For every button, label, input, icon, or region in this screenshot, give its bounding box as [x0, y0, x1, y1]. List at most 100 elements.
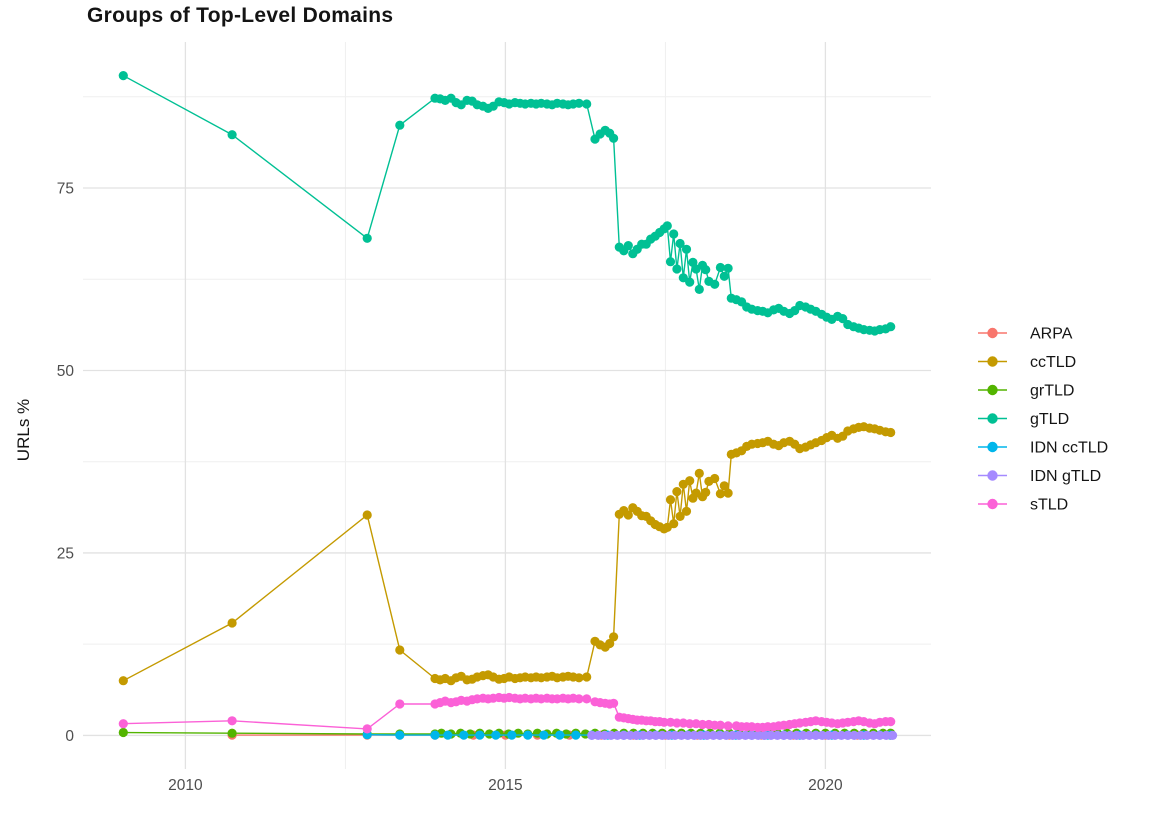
- data-point: [849, 730, 859, 741]
- data-point: [118, 71, 128, 81]
- series-IDN-gTLD: [587, 730, 898, 741]
- series-line: [122, 425, 891, 682]
- data-point: [702, 730, 712, 741]
- legend-item-IDN-ccTLD: IDN ccTLD: [978, 440, 1108, 457]
- data-point: [888, 730, 898, 741]
- data-point: [881, 730, 891, 741]
- data-point: [772, 730, 783, 741]
- data-point: [760, 730, 770, 741]
- data-point: [574, 673, 584, 683]
- data-point: [675, 511, 685, 521]
- legend-label: IDN gTLD: [1030, 468, 1101, 485]
- data-point: [723, 721, 733, 731]
- x-tick-label: 2020: [808, 777, 843, 794]
- data-point: [708, 730, 719, 741]
- data-point: [587, 730, 597, 741]
- data-point: [582, 694, 592, 704]
- data-point: [675, 238, 685, 249]
- legend-key-dot: [987, 384, 998, 396]
- data-point: [843, 730, 853, 741]
- y-tick-label: 50: [57, 363, 75, 380]
- data-point: [523, 730, 533, 740]
- data-point: [227, 716, 237, 726]
- data-point: [395, 730, 405, 740]
- data-point: [609, 133, 619, 143]
- data-point: [875, 730, 885, 741]
- data-point: [625, 730, 635, 741]
- data-point: [593, 730, 603, 741]
- data-point: [623, 510, 633, 520]
- data-point: [227, 728, 237, 738]
- data-point: [491, 730, 501, 740]
- data-point: [715, 720, 726, 730]
- data-point: [886, 427, 896, 438]
- data-point: [715, 730, 725, 741]
- data-point: [619, 730, 629, 741]
- data-point: [118, 719, 128, 729]
- data-point: [689, 730, 699, 741]
- legend-label: sTLD: [1030, 497, 1068, 514]
- data-point: [662, 221, 672, 231]
- data-point: [555, 730, 565, 740]
- x-tick-label: 2015: [488, 777, 522, 794]
- data-point: [395, 699, 405, 709]
- data-point: [362, 724, 372, 734]
- data-point: [681, 244, 692, 254]
- x-tick-label: 2010: [168, 777, 203, 794]
- data-point: [747, 730, 757, 741]
- data-point: [740, 730, 751, 741]
- data-point: [507, 730, 517, 740]
- data-point: [672, 487, 682, 497]
- data-point: [792, 730, 802, 741]
- series-ccTLD: [118, 422, 896, 686]
- data-point: [665, 495, 676, 505]
- data-point: [571, 730, 581, 740]
- legend-key-dot: [987, 441, 998, 453]
- data-point: [606, 730, 616, 741]
- data-point: [638, 730, 648, 741]
- data-point: [685, 277, 695, 287]
- legend-item-sTLD: sTLD: [978, 497, 1068, 514]
- data-point: [609, 698, 619, 708]
- data-point: [694, 468, 704, 478]
- data-point: [227, 618, 237, 628]
- data-point: [665, 257, 676, 267]
- data-point: [582, 99, 592, 109]
- data-point: [574, 98, 584, 108]
- data-point: [856, 730, 866, 741]
- data-point: [582, 672, 592, 682]
- data-point: [862, 730, 872, 741]
- data-point: [669, 229, 679, 239]
- data-point: [710, 279, 720, 289]
- data-point: [715, 489, 726, 499]
- data-point: [362, 233, 372, 243]
- data-point: [651, 730, 661, 741]
- data-point: [728, 730, 738, 741]
- data-point: [632, 730, 642, 741]
- data-point: [683, 730, 693, 741]
- data-point: [701, 487, 711, 497]
- data-point: [574, 694, 584, 704]
- data-point: [227, 130, 237, 140]
- data-point: [785, 730, 795, 741]
- data-point: [459, 730, 469, 740]
- legend-label: ARPA: [1030, 326, 1073, 343]
- legend-key-dot: [987, 327, 998, 339]
- legend-label: gTLD: [1030, 411, 1069, 428]
- data-point: [443, 730, 453, 740]
- data-point: [710, 473, 720, 484]
- chart-title: Groups of Top-Level Domains: [87, 4, 394, 27]
- series-sTLD: [118, 692, 896, 734]
- legend: ARPA ccTLD grTLD gTLD IDN ccTLD IDN gTLD sTLD: [978, 326, 1108, 514]
- legend-item-grTLD: grTLD: [978, 383, 1074, 400]
- data-point: [697, 719, 708, 730]
- data-point: [824, 730, 834, 741]
- legend-item-ARPA: ARPA: [978, 326, 1073, 343]
- data-point: [715, 262, 726, 273]
- data-point: [734, 730, 744, 741]
- data-point: [118, 727, 128, 738]
- data-point: [623, 241, 633, 251]
- data-point: [539, 730, 549, 740]
- data-point: [672, 718, 682, 728]
